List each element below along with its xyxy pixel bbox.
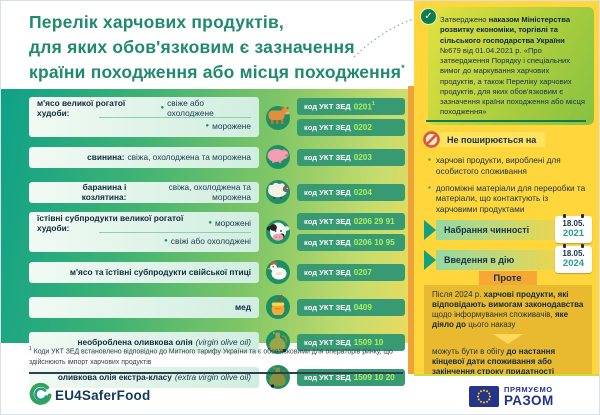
however-paragraph-2: можуть бути в обігу до настання кінцевої… <box>432 346 556 376</box>
cow-head-icon <box>259 217 297 247</box>
product-variant: морожені <box>214 218 251 228</box>
product-variant: морожене <box>212 121 251 131</box>
code-badge: код УКТ ЗЕД 0206 10 95 <box>297 234 405 251</box>
eu-slogan-line-1: ПРЯМУЄМО <box>504 385 553 394</box>
code-badge: код УКТ ЗЕД 0206 29 91 <box>297 213 405 230</box>
chicken-icon <box>259 257 297 287</box>
sheep-icon <box>259 177 297 207</box>
product-label: оливкова олія екстра-класу <box>57 372 172 382</box>
orange-divider-stripe <box>408 86 414 374</box>
down-arrow-icon <box>493 333 523 344</box>
footer-divider <box>29 372 403 374</box>
eu4saferfood-logo: EU4SaferFood <box>27 382 150 408</box>
not-applied-title: Не поширюється на <box>435 132 546 147</box>
however-label: Проте <box>478 271 537 285</box>
title-line-3: країни походження або місця походження* <box>29 61 405 82</box>
table-row: їстівні субпродукти великої рогатої худо… <box>29 212 405 252</box>
table-row: мед код УКТ ЗЕД 0409 <box>29 292 405 322</box>
prohibition-icon <box>423 131 440 148</box>
olive-oil-icon <box>259 327 297 357</box>
title-line-1: Перелік харчових продуктів, <box>29 12 284 32</box>
product-variant: свіже або охолоджене <box>167 98 214 118</box>
code-badge: код УКТ ЗЕД 02011 <box>297 98 405 115</box>
bullet-dot-icon: ● <box>160 105 165 111</box>
bullet-dot-icon: ● <box>164 238 168 244</box>
footnote: 1 Коди УКТ ЗЕД встановлено відповідно до… <box>29 346 393 366</box>
product-label: м'ясо та їстівні субпродукти свійської п… <box>69 267 251 277</box>
eu-together-logo: ПРЯМУЄМО РАЗОМ <box>469 386 554 407</box>
bullet-square-icon: ▪ <box>428 182 431 192</box>
table-row: баранина і козлятина: свіжа, охолоджена … <box>29 177 405 207</box>
eu4saferfood-swirl-icon <box>29 382 52 405</box>
product-label: баранина і козлятина: <box>81 182 127 202</box>
approved-by-box: Затверджено наказом Міністерства розвитк… <box>428 7 594 125</box>
not-applied-header: Не поширюється на <box>422 130 546 149</box>
however-box: Після 2024 р. харчові продукти, які відп… <box>424 285 592 376</box>
honey-icon <box>259 292 297 322</box>
enactment-date-row: Введення в дію 18.05. 2024 <box>424 244 594 273</box>
code-badge: код УКТ ЗЕД 0203 <box>297 148 405 166</box>
product-variant: свіжі або охолоджені <box>170 236 251 246</box>
calendar-badge: 18.05. 2024 <box>555 244 592 273</box>
product-variant: свіжа, охолоджена та морожена <box>127 152 252 162</box>
code-badge: код УКТ ЗЕД 0409 <box>297 298 405 316</box>
arrow-right-icon <box>424 220 436 240</box>
bullet-dot-icon: ● <box>208 220 212 226</box>
effective-date-row: Набрання чинності 18.05. 2021 <box>424 214 594 243</box>
bottom-divider <box>414 374 599 376</box>
table-row: м'ясо та їстівні субпродукти свійської п… <box>29 257 405 287</box>
calendar-badge: 18.05. 2021 <box>555 214 592 243</box>
product-label: м'ясо великої рогатої худоби: <box>37 98 126 118</box>
table-row: свинина: свіжа, охолоджена та морожена к… <box>29 142 405 172</box>
row-divider <box>99 231 251 233</box>
list-item: ▪ харчові продукти, вироблені для особис… <box>428 155 561 176</box>
code-badge: код УКТ ЗЕД 0202 <box>297 119 405 136</box>
product-variant: свіжа, охолоджена та морожена <box>168 182 251 202</box>
row-divider <box>99 116 251 118</box>
product-variant: (extra virgin olive oil) <box>174 372 251 382</box>
product-label: мед <box>234 302 251 312</box>
title-line-2: для яких обов'язковим є зазначення <box>29 36 355 57</box>
page-title: Перелік харчових продуктів, для яких обо… <box>29 10 405 85</box>
list-item: ▪ допоміжні матеріали для переробки та м… <box>428 182 586 215</box>
eu-flag-icon <box>469 386 499 407</box>
bullet-dot-icon: ● <box>205 123 210 129</box>
code-badge: код УКТ ЗЕД 0207 <box>297 263 405 281</box>
title-asterisk: * <box>401 62 405 73</box>
table-row: м'ясо великої рогатої худоби: ● свіже або… <box>29 97 405 137</box>
not-applied-list: ▪ харчові продукти, вироблені для особис… <box>428 155 590 221</box>
product-label: свинина: <box>87 152 125 162</box>
code-badge: код УКТ ЗЕД 1509 10 <box>297 333 405 351</box>
eu-slogan-line-2: РАЗОМ <box>504 392 554 408</box>
pig-icon <box>259 142 297 172</box>
cow-icon <box>259 102 297 132</box>
table-row: необроблена оливкова олія (virgin olive … <box>29 327 405 357</box>
arrow-right-icon <box>424 250 436 270</box>
product-variant: (virgin olive oil) <box>195 337 251 347</box>
dotted-connector-line <box>353 15 426 58</box>
however-paragraph-1: Після 2024 р. харчові продукти, які відп… <box>432 290 584 330</box>
code-badge: код УКТ ЗЕД 0204 <box>297 183 405 201</box>
eu4saferfood-text: EU4SaferFood <box>55 387 151 403</box>
bullet-square-icon: ▪ <box>428 155 431 164</box>
product-label: їстівні субпродукти великої рогатої худо… <box>37 213 184 233</box>
product-label: необроблена оливкова олія <box>77 337 193 347</box>
right-panel: ✓ Затверджено наказом Міністерства розви… <box>414 1 599 376</box>
section-divider <box>426 120 586 122</box>
check-icon: ✓ <box>420 8 437 25</box>
